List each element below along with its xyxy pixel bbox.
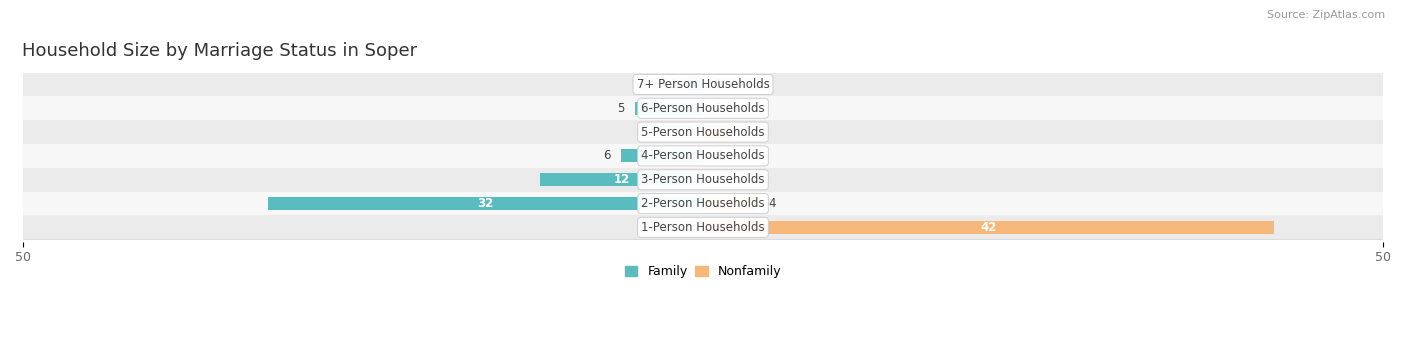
Bar: [267, 197, 703, 210]
Text: 3-Person Households: 3-Person Households: [641, 173, 765, 186]
Bar: [621, 149, 703, 162]
Text: 0: 0: [685, 221, 692, 234]
Text: 7+ Person Households: 7+ Person Households: [637, 78, 769, 91]
Bar: [22, 168, 1384, 192]
Text: 0: 0: [714, 78, 721, 91]
Bar: [689, 78, 703, 91]
Text: Household Size by Marriage Status in Soper: Household Size by Marriage Status in Sop…: [21, 42, 416, 60]
Bar: [22, 192, 1384, 216]
Text: 6-Person Households: 6-Person Households: [641, 102, 765, 115]
Text: 0: 0: [714, 149, 721, 162]
Text: 12: 12: [613, 173, 630, 186]
Bar: [703, 221, 1274, 234]
Text: 6: 6: [603, 149, 610, 162]
Bar: [22, 97, 1384, 120]
Text: Source: ZipAtlas.com: Source: ZipAtlas.com: [1267, 10, 1385, 20]
Bar: [703, 125, 730, 139]
Text: 2-Person Households: 2-Person Households: [641, 197, 765, 210]
Bar: [540, 173, 703, 186]
Bar: [22, 120, 1384, 144]
Text: 32: 32: [477, 197, 494, 210]
Text: 0: 0: [714, 102, 721, 115]
Legend: Family, Nonfamily: Family, Nonfamily: [620, 261, 786, 283]
Text: 1: 1: [671, 78, 679, 91]
Text: 5: 5: [617, 102, 624, 115]
Text: 2: 2: [741, 125, 748, 138]
Bar: [636, 102, 703, 115]
Bar: [22, 73, 1384, 97]
Text: 0: 0: [714, 173, 721, 186]
Bar: [22, 216, 1384, 239]
Text: 1-Person Households: 1-Person Households: [641, 221, 765, 234]
Bar: [22, 144, 1384, 168]
Text: 0: 0: [685, 125, 692, 138]
Text: 42: 42: [980, 221, 997, 234]
Text: 5-Person Households: 5-Person Households: [641, 125, 765, 138]
Bar: [703, 197, 758, 210]
Text: 4-Person Households: 4-Person Households: [641, 149, 765, 162]
Text: 4: 4: [768, 197, 776, 210]
